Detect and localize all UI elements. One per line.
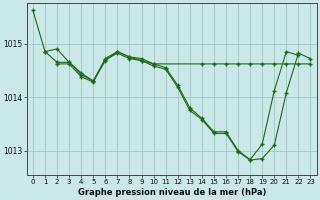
X-axis label: Graphe pression niveau de la mer (hPa): Graphe pression niveau de la mer (hPa) — [77, 188, 266, 197]
